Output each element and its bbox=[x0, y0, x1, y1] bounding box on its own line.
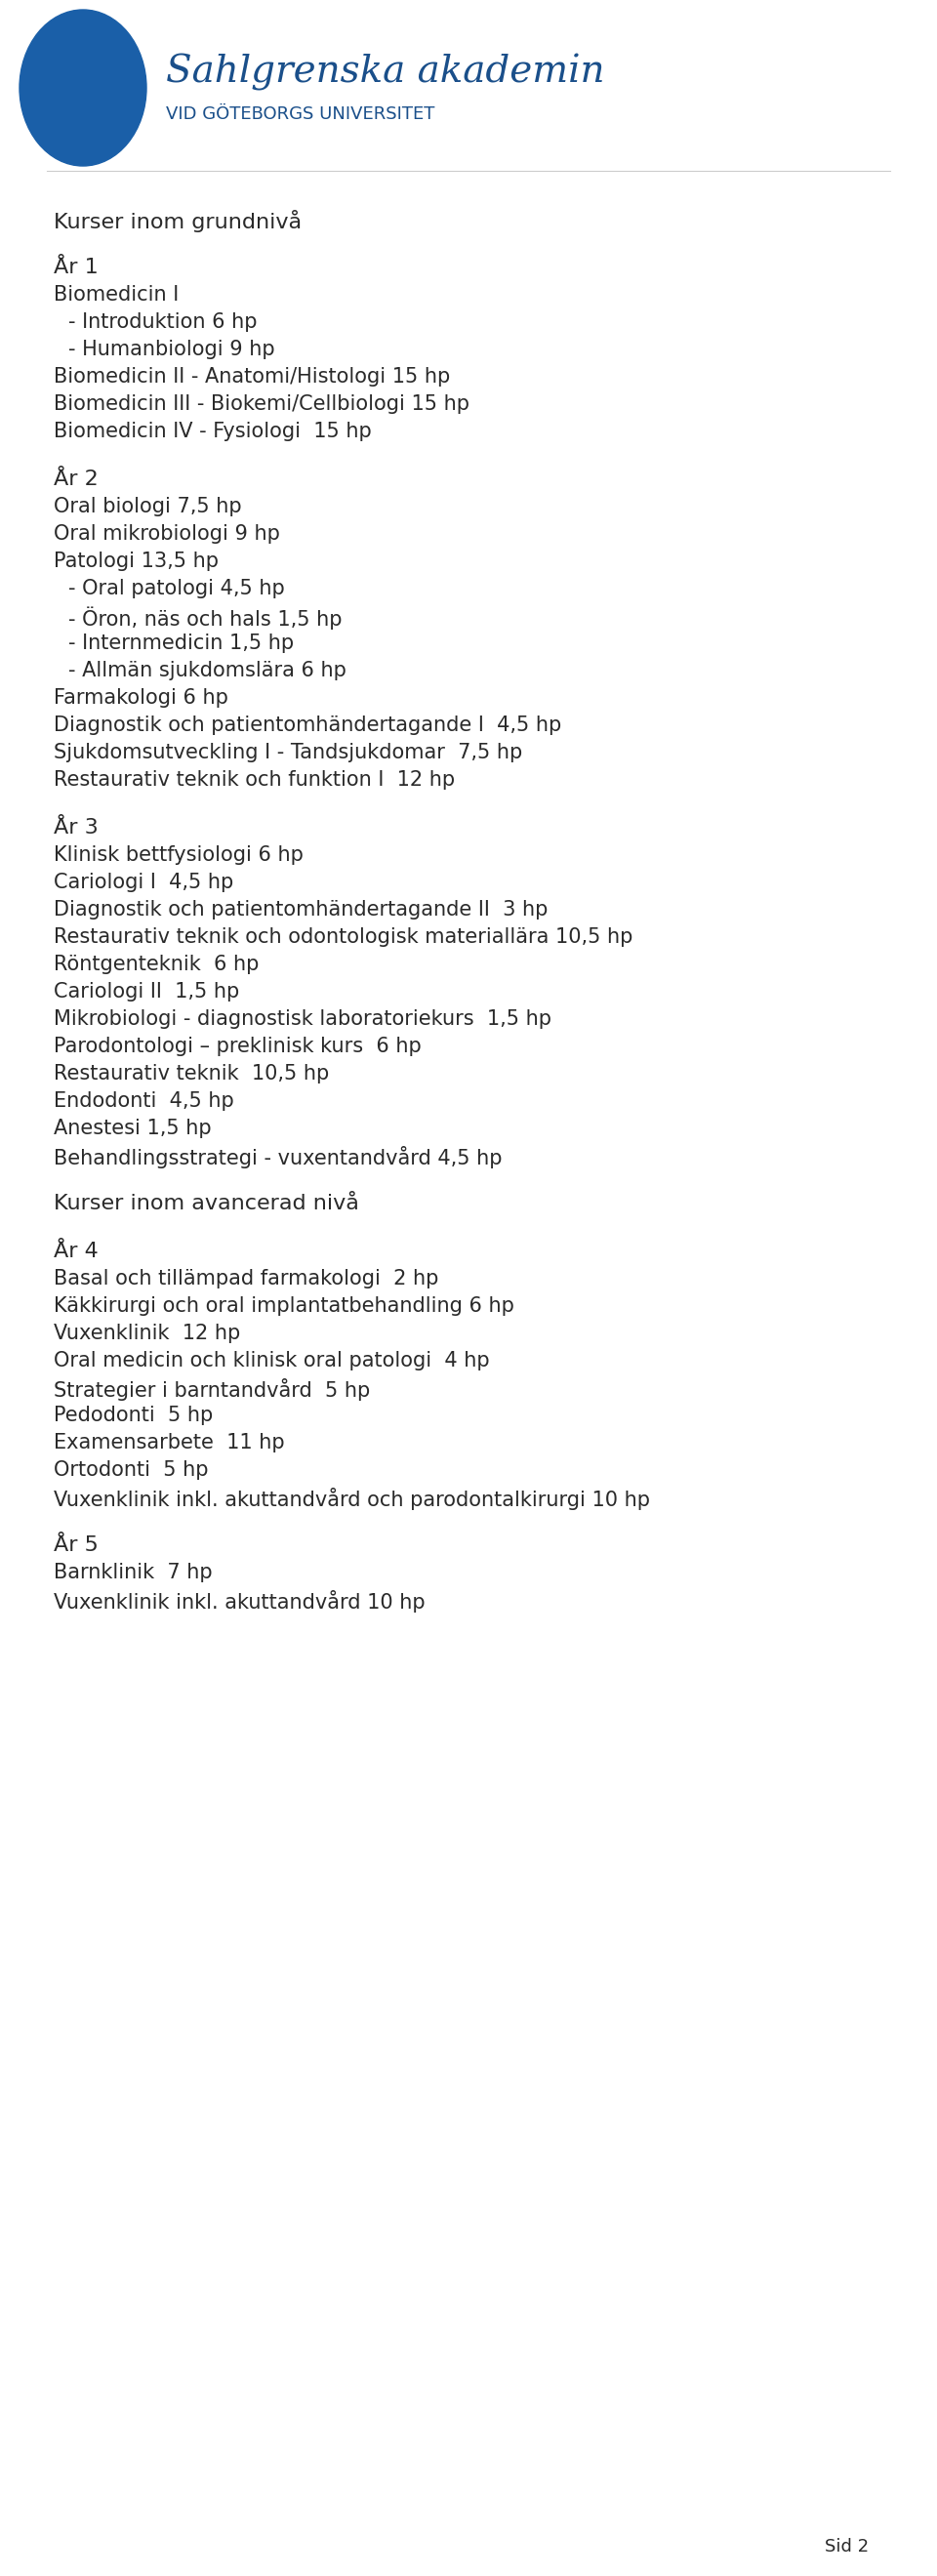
Text: Mikrobiologi - diagnostisk laboratoriekurs  1,5 hp: Mikrobiologi - diagnostisk laboratorieku… bbox=[53, 1010, 552, 1028]
Ellipse shape bbox=[20, 10, 146, 165]
Text: Biomedicin III - Biokemi/Cellbiologi 15 hp: Biomedicin III - Biokemi/Cellbiologi 15 … bbox=[53, 394, 469, 415]
Text: Sahlgrenska akademin: Sahlgrenska akademin bbox=[166, 54, 604, 90]
Text: - Allmän sjukdomslära 6 hp: - Allmän sjukdomslära 6 hp bbox=[68, 662, 347, 680]
Text: Endodonti  4,5 hp: Endodonti 4,5 hp bbox=[53, 1092, 234, 1110]
Text: Biomedicin II - Anatomi/Histologi 15 hp: Biomedicin II - Anatomi/Histologi 15 hp bbox=[53, 366, 450, 386]
Text: Oral biologi 7,5 hp: Oral biologi 7,5 hp bbox=[53, 497, 242, 515]
Text: Kurser inom avancerad nivå: Kurser inom avancerad nivå bbox=[53, 1193, 359, 1213]
Text: - Öron, näs och hals 1,5 hp: - Öron, näs och hals 1,5 hp bbox=[68, 605, 342, 629]
Text: Sid 2: Sid 2 bbox=[825, 2537, 869, 2555]
Text: Cariologi II  1,5 hp: Cariologi II 1,5 hp bbox=[53, 981, 239, 1002]
Text: Biomedicin I: Biomedicin I bbox=[53, 286, 179, 304]
Text: Farmakologi 6 hp: Farmakologi 6 hp bbox=[53, 688, 229, 708]
Text: Strategier i barntandvård  5 hp: Strategier i barntandvård 5 hp bbox=[53, 1378, 370, 1401]
Text: Röntgenteknik  6 hp: Röntgenteknik 6 hp bbox=[53, 956, 259, 974]
Text: - Oral patologi 4,5 hp: - Oral patologi 4,5 hp bbox=[68, 580, 285, 598]
Text: VID GÖTEBORGS UNIVERSITET: VID GÖTEBORGS UNIVERSITET bbox=[166, 106, 435, 124]
Text: Pedodonti  5 hp: Pedodonti 5 hp bbox=[53, 1406, 213, 1425]
Text: År 3: År 3 bbox=[53, 819, 98, 837]
Text: Oral mikrobiologi 9 hp: Oral mikrobiologi 9 hp bbox=[53, 523, 280, 544]
Text: Barnklinik  7 hp: Barnklinik 7 hp bbox=[53, 1564, 213, 1582]
Text: Examensarbete  11 hp: Examensarbete 11 hp bbox=[53, 1432, 285, 1453]
Text: - Introduktion 6 hp: - Introduktion 6 hp bbox=[68, 312, 257, 332]
Text: Restaurativ teknik  10,5 hp: Restaurativ teknik 10,5 hp bbox=[53, 1064, 329, 1084]
Text: Diagnostik och patientomhändertagande I  4,5 hp: Diagnostik och patientomhändertagande I … bbox=[53, 716, 561, 734]
Text: Restaurativ teknik och odontologisk materiallära 10,5 hp: Restaurativ teknik och odontologisk mate… bbox=[53, 927, 632, 948]
Text: Kurser inom grundnivå: Kurser inom grundnivå bbox=[53, 209, 302, 232]
Text: Parodontologi – preklinisk kurs  6 hp: Parodontologi – preklinisk kurs 6 hp bbox=[53, 1036, 422, 1056]
Text: År 5: År 5 bbox=[53, 1535, 98, 1556]
Text: - Humanbiologi 9 hp: - Humanbiologi 9 hp bbox=[68, 340, 275, 358]
Text: Cariologi I  4,5 hp: Cariologi I 4,5 hp bbox=[53, 873, 233, 891]
Text: År 1: År 1 bbox=[53, 258, 98, 278]
Text: Behandlingsstrategi - vuxentandvård 4,5 hp: Behandlingsstrategi - vuxentandvård 4,5 … bbox=[53, 1146, 502, 1170]
Text: Restaurativ teknik och funktion I  12 hp: Restaurativ teknik och funktion I 12 hp bbox=[53, 770, 455, 791]
Text: Sjukdomsutveckling I - Tandsjukdomar  7,5 hp: Sjukdomsutveckling I - Tandsjukdomar 7,5… bbox=[53, 742, 523, 762]
Text: Vuxenklinik  12 hp: Vuxenklinik 12 hp bbox=[53, 1324, 241, 1342]
Text: Oral medicin och klinisk oral patologi  4 hp: Oral medicin och klinisk oral patologi 4… bbox=[53, 1350, 490, 1370]
Text: Klinisk bettfysiologi 6 hp: Klinisk bettfysiologi 6 hp bbox=[53, 845, 304, 866]
Text: År 2: År 2 bbox=[53, 469, 98, 489]
Text: År 4: År 4 bbox=[53, 1242, 98, 1262]
Text: Vuxenklinik inkl. akuttandvård och parodontalkirurgi 10 hp: Vuxenklinik inkl. akuttandvård och parod… bbox=[53, 1486, 650, 1510]
Text: Vuxenklinik inkl. akuttandvård 10 hp: Vuxenklinik inkl. akuttandvård 10 hp bbox=[53, 1589, 425, 1613]
Text: Anestesi 1,5 hp: Anestesi 1,5 hp bbox=[53, 1118, 212, 1139]
Text: Basal och tillämpad farmakologi  2 hp: Basal och tillämpad farmakologi 2 hp bbox=[53, 1270, 439, 1288]
Text: Patologi 13,5 hp: Patologi 13,5 hp bbox=[53, 551, 218, 572]
Text: - Internmedicin 1,5 hp: - Internmedicin 1,5 hp bbox=[68, 634, 294, 654]
Text: Ortodonti  5 hp: Ortodonti 5 hp bbox=[53, 1461, 208, 1479]
Text: Käkkirurgi och oral implantatbehandling 6 hp: Käkkirurgi och oral implantatbehandling … bbox=[53, 1296, 514, 1316]
Text: Diagnostik och patientomhändertagande II  3 hp: Diagnostik och patientomhändertagande II… bbox=[53, 899, 548, 920]
Text: Biomedicin IV - Fysiologi  15 hp: Biomedicin IV - Fysiologi 15 hp bbox=[53, 422, 372, 440]
